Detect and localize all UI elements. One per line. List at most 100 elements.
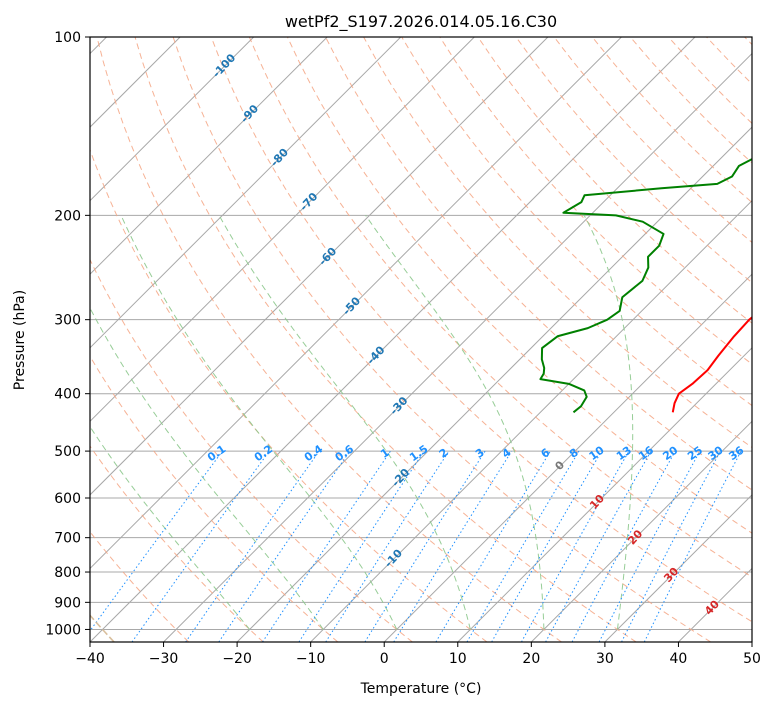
moist-adiabat: [583, 215, 634, 630]
dry-adiabat: [90, 355, 339, 642]
dry-adiabat: [744, 37, 752, 46]
mixing-ratio-line: [298, 450, 425, 642]
mixing-ratio-line: [521, 450, 630, 642]
mixing-ratio-label: 6: [538, 446, 552, 461]
plot-frame: [89, 36, 753, 643]
mixing-ratio-line: [643, 450, 742, 642]
x-tick-label: −20: [222, 651, 252, 667]
isotherm-gridline: [457, 347, 752, 642]
dry-adiabat: [248, 37, 752, 578]
chart-title: wetPf2_S197.2026.014.05.16.C30: [285, 12, 557, 32]
dry-adiabat: [90, 148, 488, 642]
dry-adiabat: [96, 37, 562, 642]
x-tick-label: −10: [296, 651, 326, 667]
y-tick-label: 1000: [45, 622, 81, 638]
y-tick-label: 100: [54, 30, 81, 46]
dry-adiabat: [706, 37, 752, 85]
isotherm-gridline: [90, 37, 328, 275]
mixing-ratio-label: 10: [587, 443, 607, 463]
mixing-ratio-label: 20: [660, 443, 680, 463]
moist-adiabat: [90, 307, 324, 630]
isotherm-gridline: [90, 37, 549, 496]
mixing-ratio-label: 2: [437, 446, 451, 461]
mixing-ratio-label: 1: [378, 446, 392, 461]
mixing-ratio-line: [262, 450, 391, 642]
y-tick-label: 900: [54, 595, 81, 611]
isotherm-gridline: [751, 641, 752, 642]
x-tick-label: 30: [596, 651, 614, 667]
y-axis-label: Pressure (hPa): [12, 290, 28, 390]
isotherm-gridline: [530, 420, 752, 642]
mixing-ratio-line: [466, 450, 580, 642]
x-tick-label: 50: [743, 651, 761, 667]
y-tick-label: 600: [54, 491, 81, 507]
mixing-ratio-line: [435, 450, 551, 642]
dry-adiabat: [90, 531, 190, 642]
isotherm-gridline: [90, 37, 255, 202]
y-tick-label: 300: [54, 313, 81, 329]
dewpoint-profile-line: [539, 157, 752, 414]
y-tick-label: 200: [54, 208, 81, 224]
dry-adiabat: [172, 37, 712, 642]
moist-adiabat: [120, 215, 398, 630]
isotherm-gridline: [90, 37, 475, 423]
y-tick-label: 800: [54, 565, 81, 581]
isotherm-gridline: [383, 273, 752, 642]
x-tick-label: 40: [670, 651, 688, 667]
mixing-ratio-label: 0.4: [302, 442, 326, 464]
dry-adiabat: [134, 37, 637, 642]
x-tick-label: −30: [149, 651, 179, 667]
isotherm-gridline: [604, 494, 752, 642]
x-tick-label: 0: [380, 651, 389, 667]
moist-adiabat: [218, 215, 471, 630]
isotherm-gridline: [90, 37, 696, 642]
moist-adiabat: [90, 425, 251, 630]
isotherm-gridline: [236, 126, 752, 642]
mixing-ratio-line: [545, 450, 652, 642]
x-tick-label: −40: [75, 651, 105, 667]
dry-adiabat: [90, 258, 413, 642]
line-label-layer: 0.1 0.2 0.4 0.6 1 1.5 2 3 4 6 8 10 13 16 20 25 30 36-100-…: [205, 51, 747, 618]
isotherm-gridline: [90, 37, 402, 349]
dry-adiabat: [90, 445, 264, 642]
x-tick-label: 20: [522, 651, 540, 667]
x-tick-label: 10: [449, 651, 467, 667]
y-tick-label: 400: [54, 387, 81, 403]
dry-adiabat: [325, 37, 752, 491]
dry-adiabat: [629, 37, 752, 164]
mixing-ratio-line: [185, 450, 320, 642]
dry-adiabat: [286, 37, 752, 534]
isotherm-gridline: [163, 52, 752, 642]
mixing-ratio-label: 0.1: [205, 442, 228, 464]
y-tick-label: 500: [54, 444, 81, 460]
mixing-ratio-label: 3: [473, 446, 487, 461]
mixing-ratio-label: 25: [685, 444, 705, 463]
axis-layer: −40 −30 −20 −10 0 10 20 30 40 5010020030040050060…: [45, 30, 761, 667]
moist-adiabat: [365, 215, 545, 630]
mixing-ratio-line: [598, 450, 701, 642]
y-tick-label: 700: [54, 531, 81, 547]
isotherm-label: -100: [210, 51, 239, 80]
mixing-ratio-label: 1.5: [407, 442, 430, 464]
mixing-ratio-line: [218, 450, 351, 642]
mixing-ratio-line: [325, 450, 450, 642]
mixing-ratio-label: 0.6: [333, 442, 357, 464]
mixing-ratio-label: 4: [500, 446, 514, 461]
isotherm-gridline: [90, 37, 622, 570]
mixing-ratio-label: 36: [726, 443, 746, 463]
mixing-ratio-line: [393, 450, 513, 642]
x-axis-label: Temperature (°C): [360, 681, 482, 697]
mixing-ratio-line: [571, 450, 676, 642]
temperature-profile-line: [671, 316, 752, 413]
dry-adiabat: [591, 37, 752, 204]
mixing-ratio-line: [131, 450, 270, 642]
dry-adiabat: [210, 37, 752, 623]
dry-adiabat: [439, 37, 752, 365]
dry-adiabat: [668, 37, 752, 125]
dry-adiabat: [553, 37, 752, 244]
data-layer: [539, 157, 752, 414]
isotherm-gridline: [678, 567, 752, 642]
mixing-ratio-label: 0.2: [252, 442, 275, 464]
mixing-ratio-line: [90, 450, 223, 632]
